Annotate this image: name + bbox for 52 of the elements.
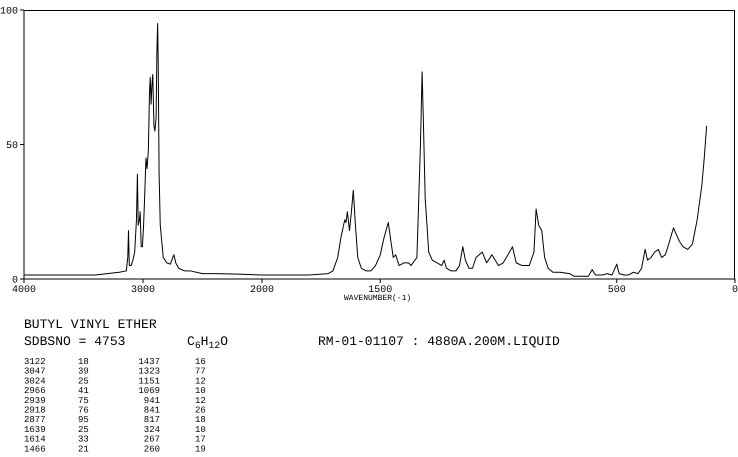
text: 1639 <box>24 424 46 435</box>
text: 76 <box>78 406 89 416</box>
x-tick-label: 2000 <box>250 285 274 296</box>
text: 17 <box>195 434 206 445</box>
text: C$_{6}$H$_{12}$O <box>187 334 228 351</box>
text: 18 <box>78 357 89 367</box>
text: 12 <box>195 396 206 406</box>
x-tick-label: 4000 <box>12 285 36 296</box>
text: 18 <box>195 415 206 426</box>
text: 3122 <box>24 357 46 367</box>
text: 2939 <box>24 396 46 406</box>
text: 3024 <box>24 376 46 386</box>
text: 75 <box>78 396 89 406</box>
text: 267 <box>144 434 160 445</box>
text: 77 <box>195 366 206 377</box>
text: 25 <box>78 376 89 386</box>
text: 1069 <box>138 386 160 396</box>
text: 10 <box>195 424 206 435</box>
text: 12 <box>195 376 206 386</box>
y-tick-label: 100 <box>0 6 18 18</box>
text: 3047 <box>24 366 46 377</box>
text: 1323 <box>138 366 160 377</box>
text: 16 <box>195 357 206 367</box>
x-tick-label: 500 <box>608 285 626 296</box>
text: SDBSNO = 4753 <box>24 334 126 349</box>
text: 10 <box>195 386 206 396</box>
text: 41 <box>78 386 89 396</box>
text: BUTYL VINYL ETHER <box>24 317 157 332</box>
text: 1466 <box>24 444 46 454</box>
text: 324 <box>144 424 160 435</box>
text: 2966 <box>24 386 46 396</box>
text: 2918 <box>24 406 46 416</box>
text: 817 <box>144 415 160 426</box>
text: 39 <box>78 366 89 377</box>
x-tick-label: 3000 <box>130 285 156 296</box>
text: 941 <box>144 396 160 406</box>
text: 33 <box>78 434 89 445</box>
text: RM-01-01107 : 4880A.200M.LIQUID <box>318 334 560 349</box>
x-tick-label: 0 <box>732 285 738 296</box>
text: 26 <box>195 406 206 416</box>
text: 25 <box>78 424 89 435</box>
y-tick-label: 50 <box>6 141 18 152</box>
text: 260 <box>144 444 160 454</box>
text: 1437 <box>138 357 160 367</box>
text: 1614 <box>24 434 46 445</box>
text: 95 <box>78 415 89 426</box>
text: 19 <box>195 444 206 454</box>
text: 2877 <box>24 415 46 426</box>
text: 21 <box>78 444 89 454</box>
text: 1151 <box>138 376 160 386</box>
text: 841 <box>144 406 160 416</box>
x-axis-title: WAVENUMBER(-1) <box>344 294 412 303</box>
